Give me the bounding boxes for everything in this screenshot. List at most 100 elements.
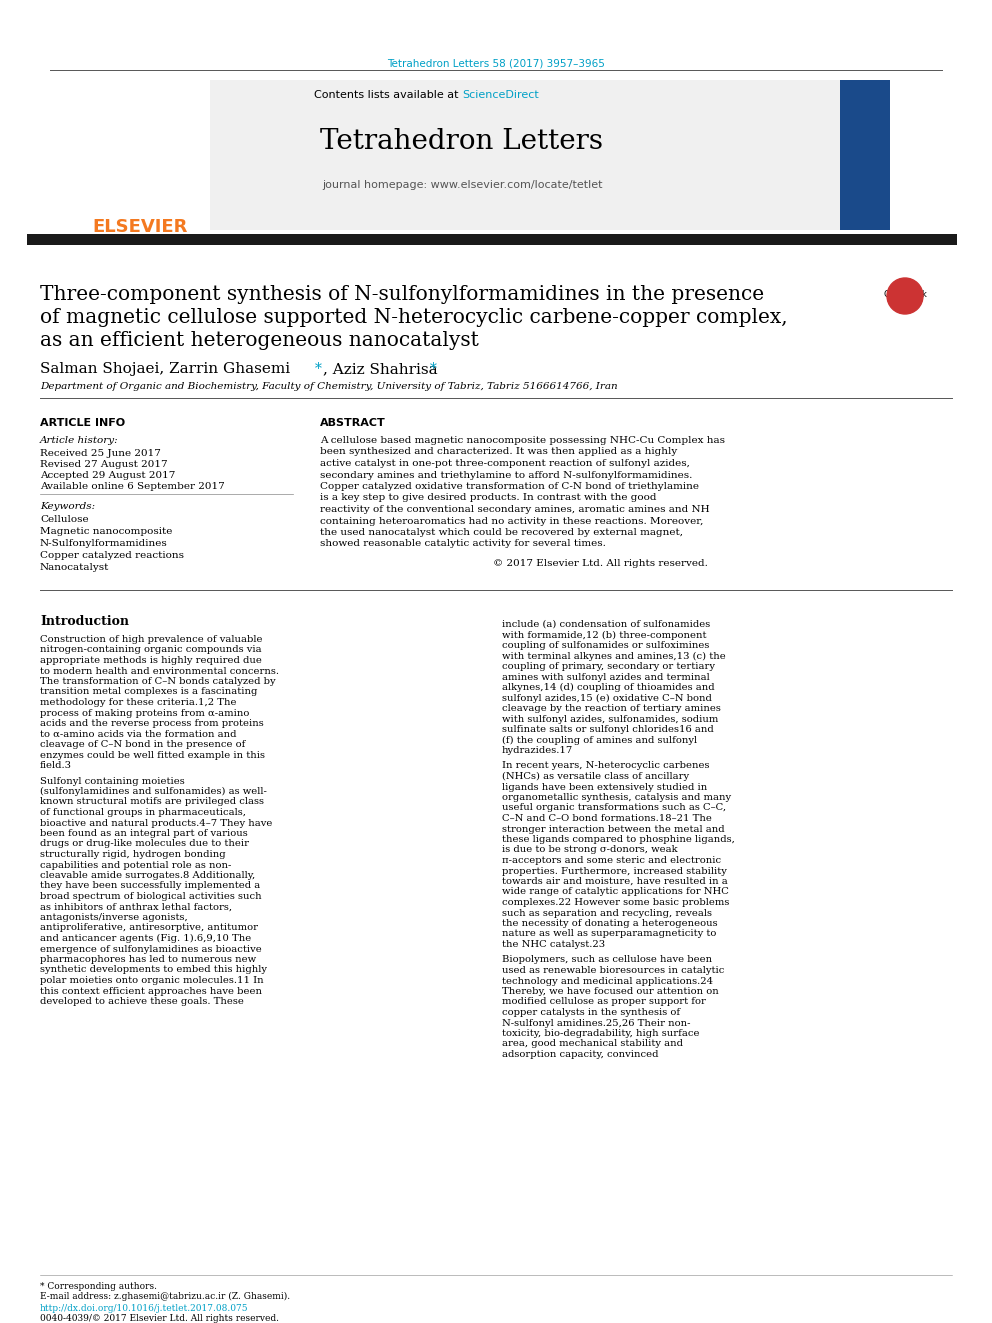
Text: ELSEVIER: ELSEVIER — [92, 218, 187, 235]
Text: modified cellulose as proper support for: modified cellulose as proper support for — [502, 998, 706, 1007]
Text: structurally rigid, hydrogen bonding: structurally rigid, hydrogen bonding — [40, 849, 225, 859]
Text: enzymes could be well fitted example in this: enzymes could be well fitted example in … — [40, 750, 265, 759]
Text: N-Sulfonylformamidines: N-Sulfonylformamidines — [40, 538, 168, 548]
Text: as an efficient heterogeneous nanocatalyst: as an efficient heterogeneous nanocataly… — [40, 331, 479, 351]
Text: is due to be strong σ-donors, weak: is due to be strong σ-donors, weak — [502, 845, 678, 855]
Text: Received 25 June 2017: Received 25 June 2017 — [40, 448, 161, 458]
Text: (sulfonylamidines and sulfonamides) as well-: (sulfonylamidines and sulfonamides) as w… — [40, 787, 267, 796]
Text: nature as well as superparamagneticity to: nature as well as superparamagneticity t… — [502, 930, 716, 938]
Text: developed to achieve these goals. These: developed to achieve these goals. These — [40, 998, 244, 1005]
Text: reactivity of the conventional secondary amines, aromatic amines and NH: reactivity of the conventional secondary… — [320, 505, 709, 515]
Text: C–N and C–O bond formations.18–21 The: C–N and C–O bond formations.18–21 The — [502, 814, 712, 823]
Text: emergence of sulfonylamidines as bioactive: emergence of sulfonylamidines as bioacti… — [40, 945, 262, 954]
Text: to modern health and environmental concerns.: to modern health and environmental conce… — [40, 667, 279, 676]
Text: is a key step to give desired products. In contrast with the good: is a key step to give desired products. … — [320, 493, 657, 503]
Text: with sulfonyl azides, sulfonamides, sodium: with sulfonyl azides, sulfonamides, sodi… — [502, 714, 718, 724]
Text: ScienceDirect: ScienceDirect — [462, 90, 539, 101]
FancyBboxPatch shape — [840, 79, 890, 230]
Text: Contents lists available at: Contents lists available at — [314, 90, 462, 101]
Text: alkynes,14 (d) coupling of thioamides and: alkynes,14 (d) coupling of thioamides an… — [502, 683, 714, 692]
Text: http://dx.doi.org/10.1016/j.tetlet.2017.08.075: http://dx.doi.org/10.1016/j.tetlet.2017.… — [40, 1304, 249, 1312]
Text: these ligands compared to phosphine ligands,: these ligands compared to phosphine liga… — [502, 835, 735, 844]
Text: field.3: field.3 — [40, 761, 72, 770]
Text: cleavable amide surrogates.8 Additionally,: cleavable amide surrogates.8 Additionall… — [40, 871, 255, 880]
Text: as inhibitors of anthrax lethal factors,: as inhibitors of anthrax lethal factors, — [40, 902, 232, 912]
Text: bioactive and natural products.4–7 They have: bioactive and natural products.4–7 They … — [40, 819, 273, 827]
Text: amines with sulfonyl azides and terminal: amines with sulfonyl azides and terminal — [502, 672, 709, 681]
Text: the used nanocatalyst which could be recovered by external magnet,: the used nanocatalyst which could be rec… — [320, 528, 683, 537]
Text: used as renewable bioresources in catalytic: used as renewable bioresources in cataly… — [502, 966, 724, 975]
Text: Keywords:: Keywords: — [40, 501, 95, 511]
Bar — [27, 234, 957, 245]
Text: , Aziz Shahrisa: , Aziz Shahrisa — [323, 363, 442, 376]
Text: active catalyst in one-pot three-component reaction of sulfonyl azides,: active catalyst in one-pot three-compone… — [320, 459, 689, 468]
Text: toxicity, bio-degradability, high surface: toxicity, bio-degradability, high surfac… — [502, 1029, 699, 1039]
Text: capabilities and potential role as non-: capabilities and potential role as non- — [40, 860, 231, 869]
Text: sulfinate salts or sulfonyl chlorides16 and: sulfinate salts or sulfonyl chlorides16 … — [502, 725, 714, 734]
Text: been synthesized and characterized. It was then applied as a highly: been synthesized and characterized. It w… — [320, 447, 678, 456]
Text: © 2017 Elsevier Ltd. All rights reserved.: © 2017 Elsevier Ltd. All rights reserved… — [493, 560, 708, 568]
Text: complexes.22 However some basic problems: complexes.22 However some basic problems — [502, 898, 729, 908]
Text: of magnetic cellulose supported N-heterocyclic carbene-copper complex,: of magnetic cellulose supported N-hetero… — [40, 308, 788, 327]
Text: Introduction: Introduction — [40, 615, 129, 628]
Text: *: * — [430, 363, 436, 376]
Text: A cellulose based magnetic nanocomposite possessing NHC-Cu Complex has: A cellulose based magnetic nanocomposite… — [320, 437, 725, 445]
Text: Salman Shojaei, Zarrin Ghasemi: Salman Shojaei, Zarrin Ghasemi — [40, 363, 295, 376]
Text: area, good mechanical stability and: area, good mechanical stability and — [502, 1040, 683, 1049]
Text: appropriate methods is highly required due: appropriate methods is highly required d… — [40, 656, 262, 665]
Text: transition metal complexes is a fascinating: transition metal complexes is a fascinat… — [40, 688, 257, 696]
Text: nitrogen-containing organic compounds via: nitrogen-containing organic compounds vi… — [40, 646, 262, 655]
Text: Sulfonyl containing moieties: Sulfonyl containing moieties — [40, 777, 185, 786]
Text: showed reasonable catalytic activity for several times.: showed reasonable catalytic activity for… — [320, 540, 606, 549]
Text: antiproliferative, antiresorptive, antitumor: antiproliferative, antiresorptive, antit… — [40, 923, 258, 933]
Text: synthetic developments to embed this highly: synthetic developments to embed this hig… — [40, 966, 267, 975]
FancyBboxPatch shape — [70, 79, 210, 230]
Text: cleavage of C–N bond in the presence of: cleavage of C–N bond in the presence of — [40, 740, 245, 749]
Text: antagonists/inverse agonists,: antagonists/inverse agonists, — [40, 913, 187, 922]
Text: and anticancer agents (Fig. 1).6,9,10 The: and anticancer agents (Fig. 1).6,9,10 Th… — [40, 934, 251, 943]
Text: such as separation and recycling, reveals: such as separation and recycling, reveal… — [502, 909, 712, 917]
Text: Copper catalyzed oxidative transformation of C-N bond of triethylamine: Copper catalyzed oxidative transformatio… — [320, 482, 699, 491]
Text: * Corresponding authors.: * Corresponding authors. — [40, 1282, 157, 1291]
Text: of functional groups in pharmaceuticals,: of functional groups in pharmaceuticals, — [40, 808, 246, 818]
Text: the necessity of donating a heterogeneous: the necessity of donating a heterogeneou… — [502, 919, 717, 927]
Text: been found as an integral part of various: been found as an integral part of variou… — [40, 830, 248, 837]
Text: secondary amines and triethylamine to afford N-sulfonylformamidines.: secondary amines and triethylamine to af… — [320, 471, 692, 479]
Text: acids and the reverse process from proteins: acids and the reverse process from prote… — [40, 718, 264, 728]
Text: Revised 27 August 2017: Revised 27 August 2017 — [40, 460, 168, 468]
Text: Article history:: Article history: — [40, 437, 119, 445]
Text: Three-component synthesis of N-sulfonylformamidines in the presence: Three-component synthesis of N-sulfonylf… — [40, 284, 764, 304]
Text: broad spectrum of biological activities such: broad spectrum of biological activities … — [40, 892, 262, 901]
Text: Construction of high prevalence of valuable: Construction of high prevalence of valua… — [40, 635, 263, 644]
Text: organometallic synthesis, catalysis and many: organometallic synthesis, catalysis and … — [502, 792, 731, 802]
Text: Accepted 29 August 2017: Accepted 29 August 2017 — [40, 471, 176, 480]
Text: include (a) condensation of sulfonamides: include (a) condensation of sulfonamides — [502, 620, 710, 628]
Text: stronger interaction between the metal and: stronger interaction between the metal a… — [502, 824, 724, 833]
Text: Nanocatalyst: Nanocatalyst — [40, 564, 109, 572]
Text: with formamide,12 (b) three-component: with formamide,12 (b) three-component — [502, 631, 706, 639]
Text: with terminal alkynes and amines,13 (c) the: with terminal alkynes and amines,13 (c) … — [502, 651, 726, 660]
Text: ARTICLE INFO: ARTICLE INFO — [40, 418, 125, 429]
Text: coupling of sulfonamides or sulfoximines: coupling of sulfonamides or sulfoximines — [502, 642, 709, 650]
Circle shape — [887, 278, 923, 314]
Text: Department of Organic and Biochemistry, Faculty of Chemistry, University of Tabr: Department of Organic and Biochemistry, … — [40, 382, 618, 392]
Text: (f) the coupling of amines and sulfonyl: (f) the coupling of amines and sulfonyl — [502, 736, 697, 745]
Text: ligands have been extensively studied in: ligands have been extensively studied in — [502, 782, 707, 791]
Text: properties. Furthermore, increased stability: properties. Furthermore, increased stabi… — [502, 867, 727, 876]
Text: Tetrahedron Letters: Tetrahedron Letters — [320, 128, 603, 155]
Text: pharmacophores has led to numerous new: pharmacophores has led to numerous new — [40, 955, 256, 964]
Text: In recent years, N-heterocyclic carbenes: In recent years, N-heterocyclic carbenes — [502, 762, 709, 770]
Text: Magnetic nanocomposite: Magnetic nanocomposite — [40, 527, 173, 536]
Text: copper catalysts in the synthesis of: copper catalysts in the synthesis of — [502, 1008, 681, 1017]
Text: the NHC catalyst.23: the NHC catalyst.23 — [502, 941, 605, 949]
Text: technology and medicinal applications.24: technology and medicinal applications.24 — [502, 976, 713, 986]
Text: known structural motifs are privileged class: known structural motifs are privileged c… — [40, 798, 264, 807]
Text: Tetrahedron Letters 58 (2017) 3957–3965: Tetrahedron Letters 58 (2017) 3957–3965 — [387, 58, 605, 67]
Text: *: * — [315, 363, 321, 376]
Text: Biopolymers, such as cellulose have been: Biopolymers, such as cellulose have been — [502, 955, 712, 964]
Text: methodology for these criteria.1,2 The: methodology for these criteria.1,2 The — [40, 699, 236, 706]
Text: wide range of catalytic applications for NHC: wide range of catalytic applications for… — [502, 888, 729, 897]
Text: hydrazides.17: hydrazides.17 — [502, 746, 573, 755]
Text: containing heteroaromatics had no activity in these reactions. Moreover,: containing heteroaromatics had no activi… — [320, 516, 703, 525]
Text: (NHCs) as versatile class of ancillary: (NHCs) as versatile class of ancillary — [502, 773, 689, 781]
